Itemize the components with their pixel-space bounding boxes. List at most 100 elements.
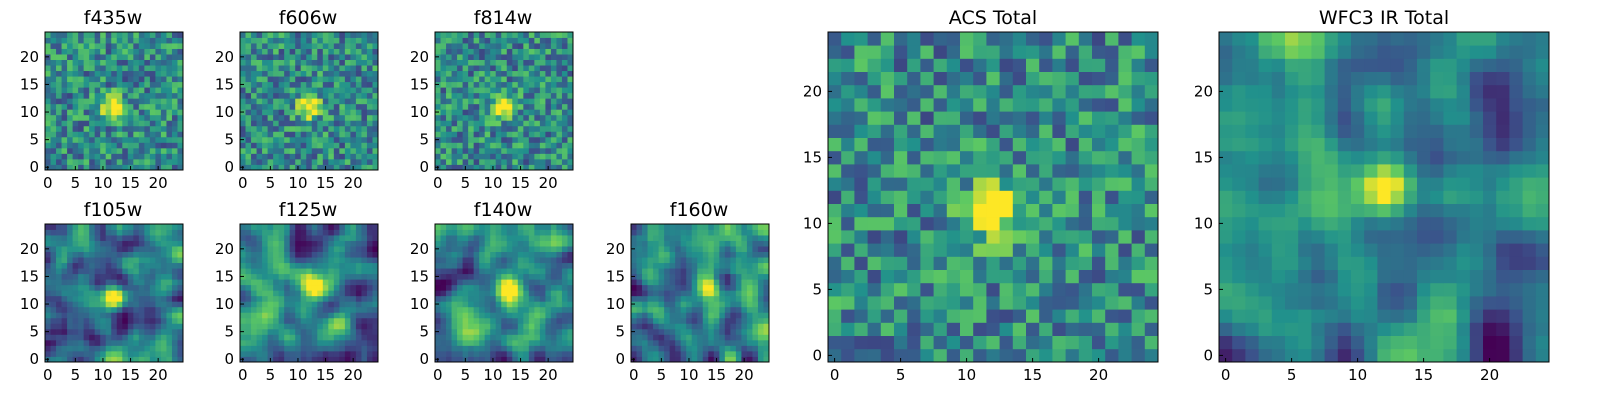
heatmap-cell bbox=[171, 65, 178, 72]
heatmap-cell bbox=[763, 345, 770, 352]
heatmap-cell bbox=[1144, 150, 1159, 165]
heatmap-cell bbox=[83, 356, 90, 363]
heatmap-cell bbox=[880, 203, 895, 218]
heatmap-cell bbox=[642, 246, 648, 252]
heatmap-cell bbox=[468, 120, 475, 127]
heatmap-cell bbox=[245, 164, 252, 171]
heatmap-cell bbox=[828, 243, 842, 257]
heatmap-cell bbox=[50, 350, 57, 357]
heatmap-cell bbox=[317, 120, 324, 127]
heatmap-cell bbox=[506, 98, 513, 105]
heatmap-cell bbox=[435, 268, 441, 275]
heatmap-cell bbox=[435, 240, 441, 247]
heatmap-cell bbox=[561, 339, 568, 346]
heatmap-cell bbox=[300, 147, 307, 154]
heatmap-cell bbox=[171, 103, 178, 110]
heatmap-cell bbox=[708, 312, 715, 319]
heatmap-cell bbox=[100, 37, 107, 44]
heatmap-cell bbox=[468, 164, 475, 171]
heatmap-cell bbox=[256, 114, 263, 121]
heatmap-cell bbox=[284, 323, 291, 330]
heatmap-cell bbox=[457, 334, 463, 341]
heatmap-cell bbox=[56, 295, 62, 302]
heatmap-cell bbox=[473, 65, 480, 72]
heatmap-cell bbox=[1092, 256, 1106, 270]
heatmap-cell bbox=[933, 309, 948, 323]
heatmap-cell bbox=[171, 268, 178, 275]
heatmap-cell bbox=[350, 306, 357, 313]
heatmap-cell bbox=[72, 295, 79, 302]
heatmap-cell bbox=[295, 32, 302, 38]
heatmap-cell bbox=[561, 147, 568, 154]
heatmap-cell bbox=[642, 279, 648, 286]
heatmap-cell bbox=[45, 345, 51, 352]
heatmap-cell bbox=[473, 59, 480, 66]
heatmap-cell bbox=[561, 98, 568, 105]
heatmap-cell bbox=[105, 32, 112, 38]
heatmap-cell bbox=[372, 295, 379, 302]
heatmap-cell bbox=[245, 339, 252, 346]
heatmap-cell bbox=[67, 350, 73, 357]
heatmap-cell bbox=[278, 301, 285, 308]
heatmap-cell bbox=[355, 273, 362, 280]
heatmap-cell bbox=[484, 268, 491, 275]
heatmap-cell bbox=[468, 153, 475, 160]
heatmap-cell bbox=[741, 279, 748, 286]
heatmap-cell bbox=[273, 345, 280, 352]
heatmap-cell bbox=[446, 279, 452, 286]
y-tick-label: 5 bbox=[224, 131, 234, 149]
heatmap-cell bbox=[50, 65, 57, 72]
x-tick-label: 10 bbox=[93, 174, 112, 192]
heatmap-cell bbox=[647, 257, 654, 264]
heatmap-cell bbox=[752, 279, 759, 286]
heatmap-cell bbox=[435, 229, 441, 236]
y-tick-label: 0 bbox=[224, 158, 234, 176]
heatmap-cell bbox=[339, 345, 346, 352]
heatmap-cell bbox=[78, 114, 85, 121]
heatmap-cell bbox=[457, 306, 463, 313]
heatmap-cell bbox=[138, 87, 145, 94]
heatmap-cell bbox=[501, 37, 508, 44]
heatmap-cell bbox=[495, 240, 502, 247]
heatmap-cell bbox=[100, 43, 107, 49]
heatmap-cell bbox=[763, 356, 770, 363]
heatmap-cell bbox=[545, 257, 552, 264]
heatmap-cell bbox=[757, 339, 764, 346]
heatmap-cell bbox=[946, 203, 961, 218]
heatmap-cell bbox=[240, 235, 246, 241]
heatmap-cell bbox=[278, 114, 285, 121]
heatmap-cell bbox=[741, 268, 748, 275]
heatmap-cell bbox=[300, 312, 307, 319]
heatmap-cell bbox=[72, 54, 79, 60]
heatmap-cell bbox=[686, 306, 693, 313]
heatmap-cell bbox=[50, 240, 57, 247]
heatmap-cell bbox=[177, 350, 184, 357]
heatmap-cell bbox=[451, 284, 458, 291]
heatmap-cell bbox=[240, 262, 246, 269]
heatmap-cell bbox=[735, 323, 742, 330]
heatmap-cell bbox=[300, 54, 307, 60]
heatmap-cell bbox=[631, 279, 637, 286]
heatmap-cell bbox=[658, 262, 665, 269]
heatmap-cell bbox=[177, 65, 184, 72]
heatmap-cell bbox=[144, 37, 151, 44]
heatmap-cell bbox=[155, 312, 162, 319]
heatmap-cell bbox=[166, 65, 173, 72]
heatmap-cell bbox=[366, 65, 373, 72]
heatmap-cell bbox=[669, 240, 676, 247]
heatmap-cell bbox=[116, 158, 123, 165]
heatmap-cell bbox=[647, 246, 654, 252]
heatmap-cell bbox=[484, 224, 491, 230]
heatmap-cell bbox=[166, 147, 173, 154]
heatmap-cell bbox=[490, 125, 497, 132]
heatmap-cell bbox=[462, 246, 469, 252]
heatmap-cell bbox=[523, 158, 530, 165]
heatmap-cell bbox=[907, 230, 921, 244]
heatmap-cell bbox=[828, 137, 842, 152]
heatmap-cell bbox=[105, 262, 112, 269]
heatmap-cell bbox=[669, 301, 676, 308]
heatmap-cell bbox=[741, 295, 748, 302]
heatmap-cell bbox=[89, 147, 96, 154]
heatmap-cell bbox=[719, 306, 726, 313]
heatmap-cell bbox=[317, 295, 324, 302]
